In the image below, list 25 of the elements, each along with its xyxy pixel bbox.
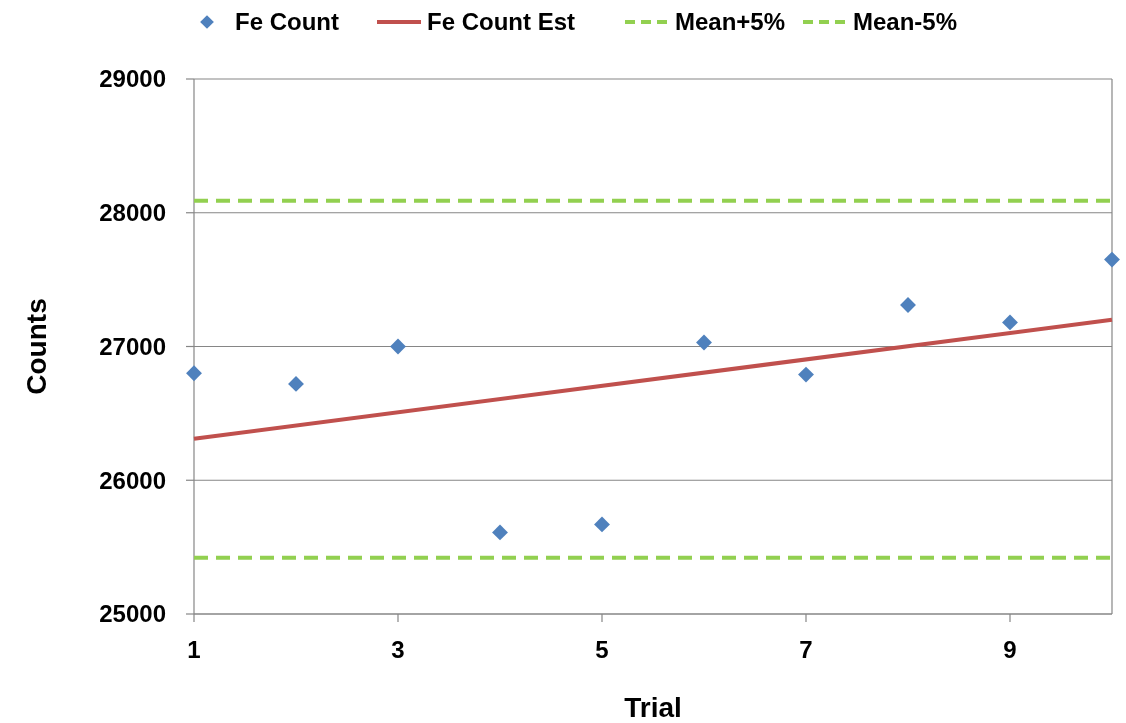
y-axis-title: Counts xyxy=(21,298,52,395)
point xyxy=(594,516,610,533)
point xyxy=(390,338,406,355)
legend-label: Fe Count xyxy=(235,8,339,36)
point xyxy=(186,365,202,382)
y-tick-label: 27000 xyxy=(99,332,166,360)
x-tick-label: 7 xyxy=(799,636,813,663)
point xyxy=(492,524,508,541)
point xyxy=(1104,251,1120,268)
point xyxy=(696,334,712,351)
y-tick-label: 26000 xyxy=(99,466,166,494)
x-axis-title: Trial xyxy=(624,692,682,723)
x-tick-label: 1 xyxy=(187,636,201,663)
point xyxy=(798,366,814,383)
y-tick-label: 25000 xyxy=(99,600,166,628)
legend-label: Mean+5% xyxy=(675,8,786,36)
x-tick-label: 5 xyxy=(595,636,609,663)
x-tick-label: 9 xyxy=(1003,636,1017,663)
x-tick-label: 3 xyxy=(391,636,405,663)
y-tick-label: 29000 xyxy=(99,65,166,93)
point xyxy=(288,376,304,392)
point xyxy=(1002,314,1018,331)
legend-label: Mean-5% xyxy=(853,8,958,36)
legend-label: Fe Count Est xyxy=(427,8,575,36)
y-tick-label: 28000 xyxy=(99,199,166,227)
